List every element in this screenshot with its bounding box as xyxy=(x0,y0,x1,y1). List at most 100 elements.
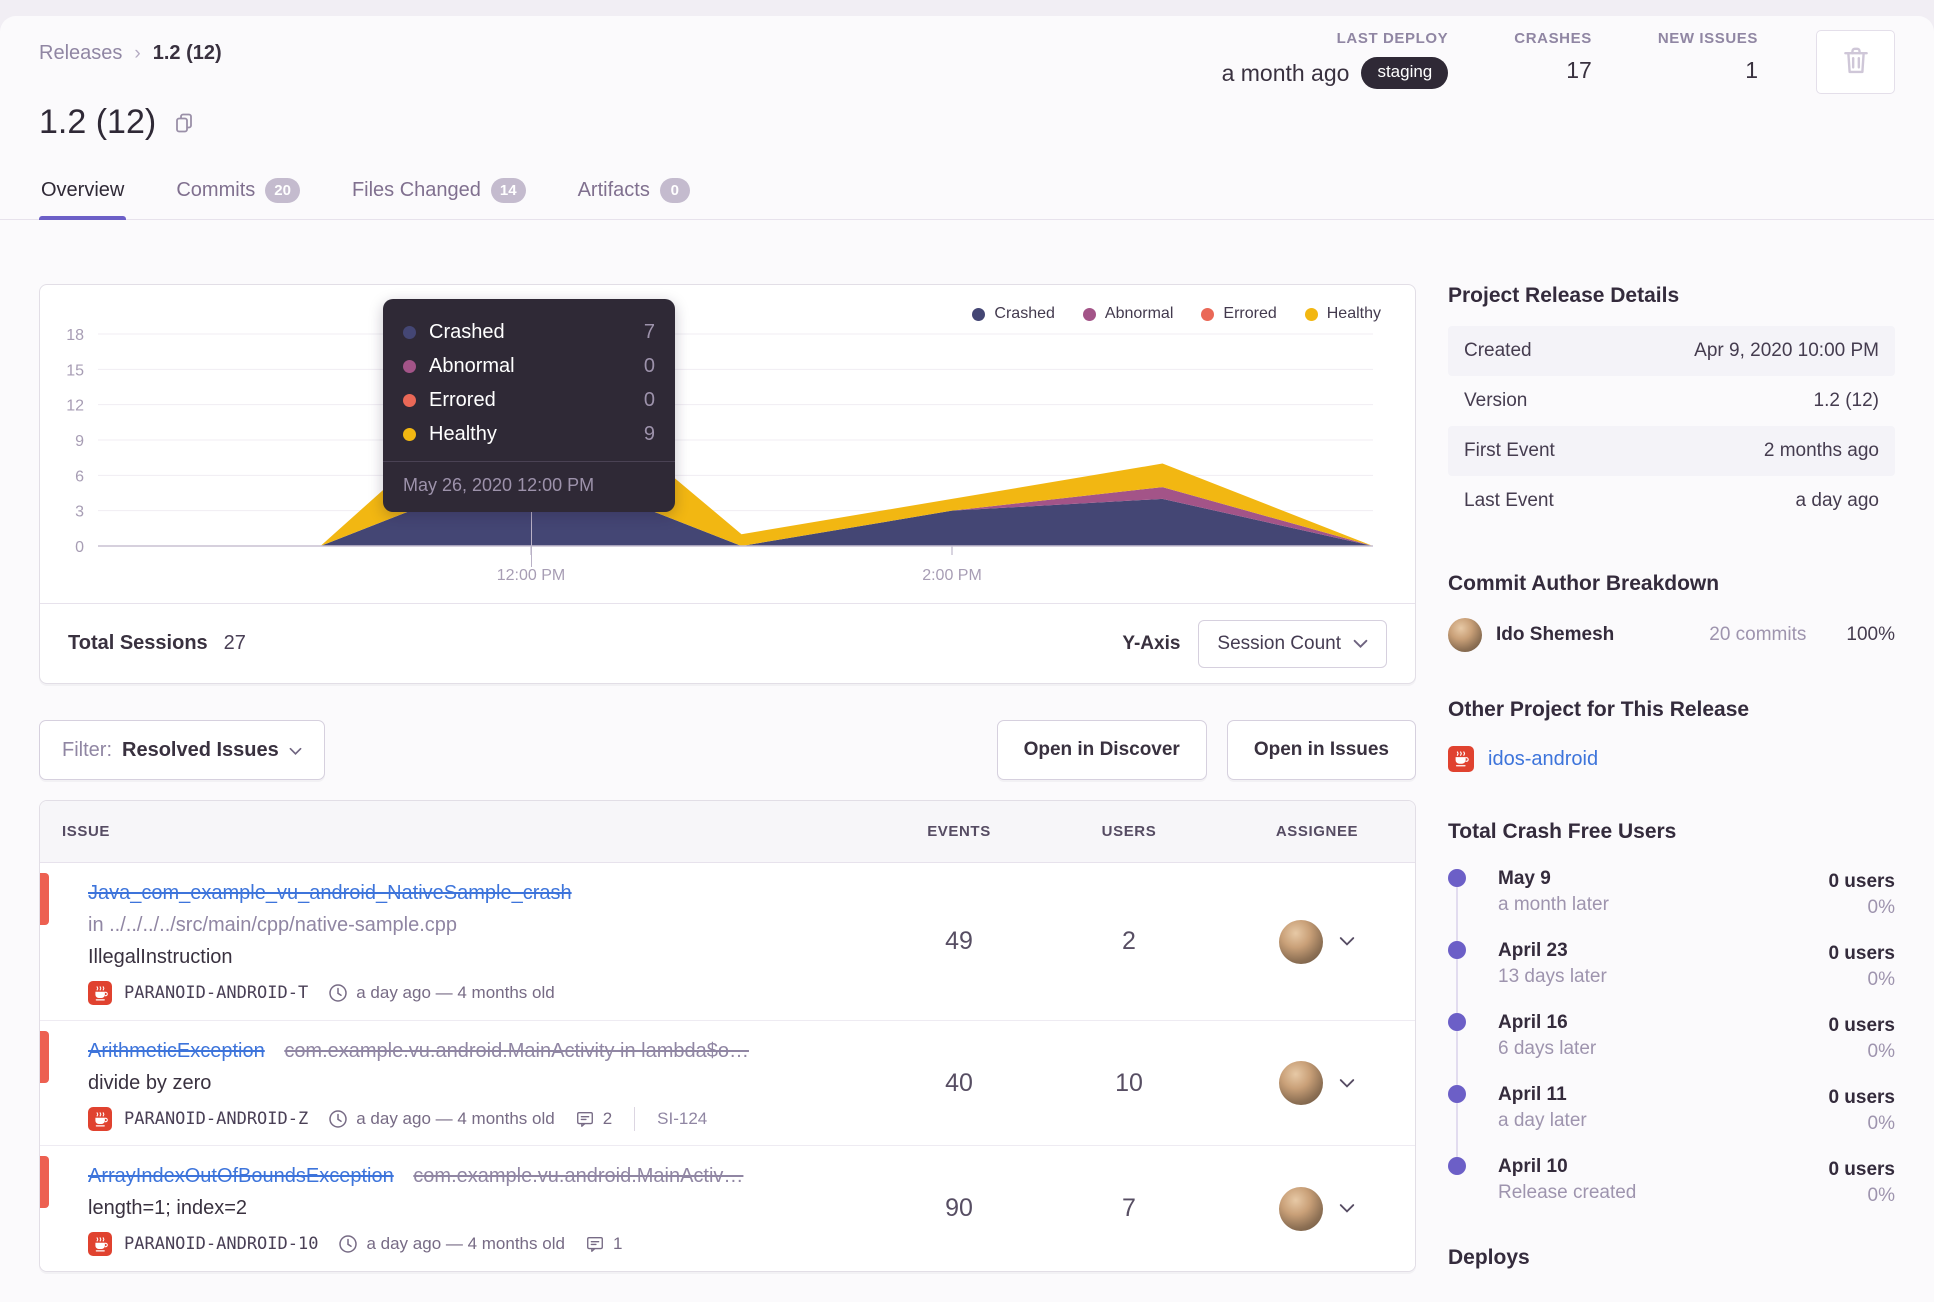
issue-culprit: com.example.vu.android.MainActivity in l… xyxy=(284,1040,749,1062)
trash-icon xyxy=(1839,43,1873,82)
column-users: USERS xyxy=(1101,823,1157,840)
svg-text:9: 9 xyxy=(75,433,84,450)
breadcrumb: Releases › 1.2 (12) xyxy=(39,42,1895,65)
coffee-icon xyxy=(94,985,108,1001)
other-project-row: idos-android xyxy=(1448,746,1895,772)
svg-text:15: 15 xyxy=(66,362,84,379)
legend-item-errored[interactable]: Errored xyxy=(1201,305,1277,323)
tab-commits[interactable]: Commits 20 xyxy=(174,172,302,219)
healthy-dot-icon xyxy=(403,427,416,441)
tab-artifacts[interactable]: Artifacts 0 xyxy=(576,172,692,219)
svg-text:12:00 PM: 12:00 PM xyxy=(497,567,565,584)
chevron-right-icon: › xyxy=(134,42,141,64)
issue-title-link[interactable]: ArithmeticException xyxy=(88,1040,265,1062)
release-stats: LAST DEPLOY a month ago staging CRASHES … xyxy=(1222,30,1895,94)
yaxis-select[interactable]: Session Count xyxy=(1198,619,1387,668)
project-slug: PARANOID-ANDROID-10 xyxy=(124,1234,319,1254)
legend-item-crashed[interactable]: Crashed xyxy=(972,305,1055,323)
abnormal-dot-icon xyxy=(403,359,416,373)
issue-culprit: in ../../../../src/main/cpp/native-sampl… xyxy=(88,914,458,936)
issue-events-count: 40 xyxy=(945,1068,973,1097)
project-slug: PARANOID-ANDROID-Z xyxy=(124,1109,309,1129)
assignee-avatar[interactable] xyxy=(1279,919,1323,964)
clock-icon xyxy=(328,1109,348,1129)
issues-filter-dropdown[interactable]: Filter: Resolved Issues xyxy=(39,720,325,780)
legend-item-abnormal[interactable]: Abnormal xyxy=(1082,305,1173,323)
timeline-item: May 9 a month later 0 users 0% xyxy=(1448,866,1895,918)
coffee-icon xyxy=(94,1111,108,1127)
tooltip-row-errored: Errored 0 xyxy=(403,383,655,417)
sessions-chart[interactable]: 0 3 6 9 12 15 18 12:00 PM 2:00 PM Crashed Abnorm… xyxy=(40,285,1415,603)
issue-title-link[interactable]: Java_com_example_vu_android_NativeSample… xyxy=(88,882,572,904)
detail-row-first-event: First Event 2 months ago xyxy=(1448,426,1895,476)
errored-dot-icon xyxy=(403,393,416,407)
svg-text:2:00 PM: 2:00 PM xyxy=(922,567,982,584)
author-name: Ido Shemesh xyxy=(1496,624,1615,645)
tab-files-changed[interactable]: Files Changed 14 xyxy=(350,172,528,219)
crashes-value: 17 xyxy=(1566,57,1592,83)
tooltip-timestamp: May 26, 2020 12:00 PM xyxy=(403,475,595,495)
other-project-link[interactable]: idos-android xyxy=(1488,747,1599,770)
column-issue: ISSUE xyxy=(62,823,111,840)
breadcrumb-releases-link[interactable]: Releases xyxy=(39,42,123,64)
tooltip-row-crashed: Crashed 7 xyxy=(403,315,655,349)
crashed-dot-icon xyxy=(403,325,416,339)
release-tabs: Overview Commits 20 Files Changed 14 Art… xyxy=(0,172,1934,220)
detail-row-last-event: Last Event a day ago xyxy=(1464,490,1879,511)
legend-item-healthy[interactable]: Healthy xyxy=(1304,305,1381,323)
issue-message: IllegalInstruction xyxy=(88,946,233,968)
assignee-chevron-down-icon[interactable] xyxy=(1339,936,1355,947)
staging-badge: staging xyxy=(1361,57,1449,89)
coffee-icon xyxy=(94,1236,108,1252)
delete-release-button[interactable] xyxy=(1816,30,1895,94)
crash-free-heading: Total Crash Free Users xyxy=(1448,820,1677,843)
open-in-discover-button[interactable]: Open in Discover xyxy=(996,720,1207,780)
issue-message: divide by zero xyxy=(88,1072,212,1094)
timeline-item: April 10 Release created 0 users 0% xyxy=(1448,1154,1895,1206)
svg-text:6: 6 xyxy=(75,468,84,485)
tooltip-divider xyxy=(383,461,675,462)
assignee-chevron-down-icon[interactable] xyxy=(1339,1078,1355,1089)
crash-free-timeline: May 9 a month later 0 users 0% April 23 … xyxy=(1448,866,1895,1206)
stat-crashes: CRASHES 17 xyxy=(1514,30,1592,83)
sessions-area-chart: 0 3 6 9 12 15 18 12:00 PM 2:00 PM xyxy=(66,327,1373,584)
assignee-chevron-down-icon[interactable] xyxy=(1339,1203,1355,1214)
assignee-avatar[interactable] xyxy=(1279,1061,1323,1105)
timeline-item: April 23 13 days later 0 users 0% xyxy=(1448,938,1895,990)
assignee-avatar[interactable] xyxy=(1279,1186,1323,1231)
error-level-indicator xyxy=(40,1156,49,1208)
files-changed-count-badge: 14 xyxy=(490,178,526,203)
author-percent: 100% xyxy=(1846,624,1895,645)
timeline-dot xyxy=(1448,1085,1466,1103)
release-details-heading: Project Release Details xyxy=(1448,284,1680,307)
timeline-dot xyxy=(1448,1157,1466,1175)
meta-divider xyxy=(634,1107,636,1131)
artifacts-count-badge: 0 xyxy=(659,178,690,203)
project-avatar xyxy=(88,981,112,1005)
release-sidebar: Project Release Details Created Apr 9, 2… xyxy=(1448,284,1895,1270)
clock-icon xyxy=(338,1234,358,1254)
copy-icon[interactable] xyxy=(172,111,196,135)
release-header: Releases › 1.2 (12) LAST DEPLOY a month … xyxy=(0,16,1934,142)
tooltip-row-abnormal: Abnormal 0 xyxy=(403,349,655,383)
issue-age: a day ago — 4 months old xyxy=(366,1234,565,1253)
other-project-heading: Other Project for This Release xyxy=(1448,698,1750,721)
issue-users-count: 10 xyxy=(1115,1068,1143,1097)
issue-age: a day ago — 4 months old xyxy=(356,1109,555,1128)
tab-overview[interactable]: Overview xyxy=(39,172,127,220)
crashed-legend-dot xyxy=(972,307,986,321)
issue-row: Java_com_example_vu_android_NativeSample… xyxy=(40,863,1415,1021)
open-in-issues-button[interactable]: Open in Issues xyxy=(1226,720,1416,780)
comment-icon xyxy=(585,1234,605,1254)
commit-author-row: Ido Shemesh 20 commits 100% xyxy=(1448,618,1895,652)
issue-title-link[interactable]: ArrayIndexOutOfBoundsException xyxy=(88,1165,394,1187)
stat-new-issues: NEW ISSUES 1 xyxy=(1657,30,1758,83)
column-assignee: ASSIGNEE xyxy=(1275,823,1359,840)
content-area: 0 3 6 9 12 15 18 12:00 PM 2:00 PM Crashed Abnorm… xyxy=(0,220,1934,1272)
project-avatar xyxy=(1448,746,1474,772)
abnormal-legend-dot xyxy=(1082,307,1096,321)
svg-text:3: 3 xyxy=(75,504,84,521)
issue-row: ArithmeticException com.example.vu.andro… xyxy=(40,1021,1415,1146)
author-commit-count: 20 commits xyxy=(1709,624,1807,645)
